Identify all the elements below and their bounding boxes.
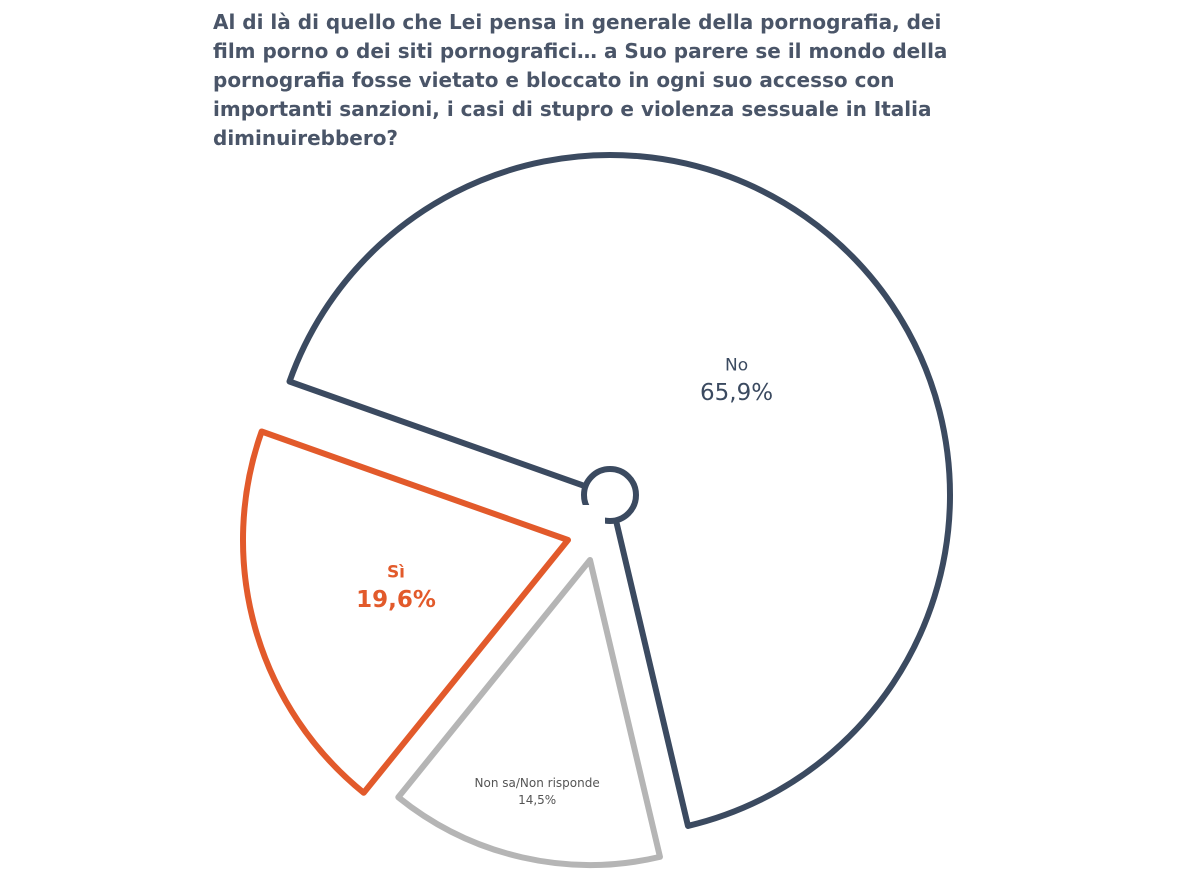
slice-label: Sì: [387, 563, 405, 583]
slice-label: Non sa/Non risponde: [475, 776, 600, 790]
hub-cover: [575, 505, 605, 545]
pie-slice: [395, 557, 663, 868]
slice-label: No: [725, 355, 748, 375]
value-label: 65,9%: [700, 380, 773, 406]
pie-slice: [240, 428, 571, 796]
value-label: 19,6%: [356, 587, 436, 613]
value-label: 14,5%: [518, 793, 556, 807]
chart-title: Al di là di quello che Lei pensa in gene…: [213, 10, 948, 150]
